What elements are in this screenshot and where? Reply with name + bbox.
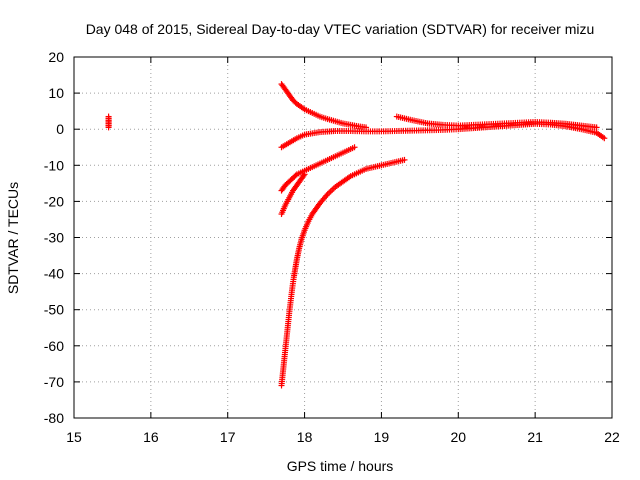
- y-tick-label: 10: [48, 85, 64, 101]
- y-tick-label: -50: [44, 302, 64, 318]
- y-tick-label: -80: [44, 410, 64, 426]
- x-tick-label: 18: [297, 429, 313, 445]
- grid: [74, 57, 612, 418]
- y-tick-label: -60: [44, 338, 64, 354]
- data-point-marker: [593, 124, 600, 131]
- data-point-marker: [292, 172, 299, 179]
- x-tick-label: 15: [66, 429, 82, 445]
- x-axis-label: GPS time / hours: [287, 458, 394, 474]
- y-tick-label: -70: [44, 374, 64, 390]
- y-tick-label: 20: [48, 49, 64, 65]
- data-points: [105, 81, 608, 389]
- y-tick-label: -10: [44, 157, 64, 173]
- data-point-marker: [401, 156, 408, 163]
- x-tick-label: 16: [143, 429, 159, 445]
- data-point-marker: [301, 171, 308, 178]
- data-point-marker: [601, 135, 608, 142]
- y-tick-label: -40: [44, 266, 64, 282]
- y-tick-label: -30: [44, 230, 64, 246]
- chart-title: Day 048 of 2015, Sidereal Day-to-day VTE…: [86, 21, 595, 37]
- x-tick-label: 20: [450, 429, 466, 445]
- data-point-marker: [300, 172, 307, 179]
- y-tick-label: -20: [44, 193, 64, 209]
- data-point-marker: [105, 122, 112, 129]
- y-tick-label: 0: [56, 121, 64, 137]
- x-tick-label: 21: [527, 429, 543, 445]
- x-tick-label: 22: [604, 429, 620, 445]
- x-tick-label: 17: [220, 429, 236, 445]
- x-tick-label: 19: [374, 429, 390, 445]
- y-axis-label: SDTVAR / TECUs: [5, 182, 21, 294]
- data-point-marker: [351, 144, 358, 151]
- axis-ticks: 15 16 17 18 19 20 21 22 -80 -70 -60 -50 -40 -30 -20 -10…: [44, 49, 620, 445]
